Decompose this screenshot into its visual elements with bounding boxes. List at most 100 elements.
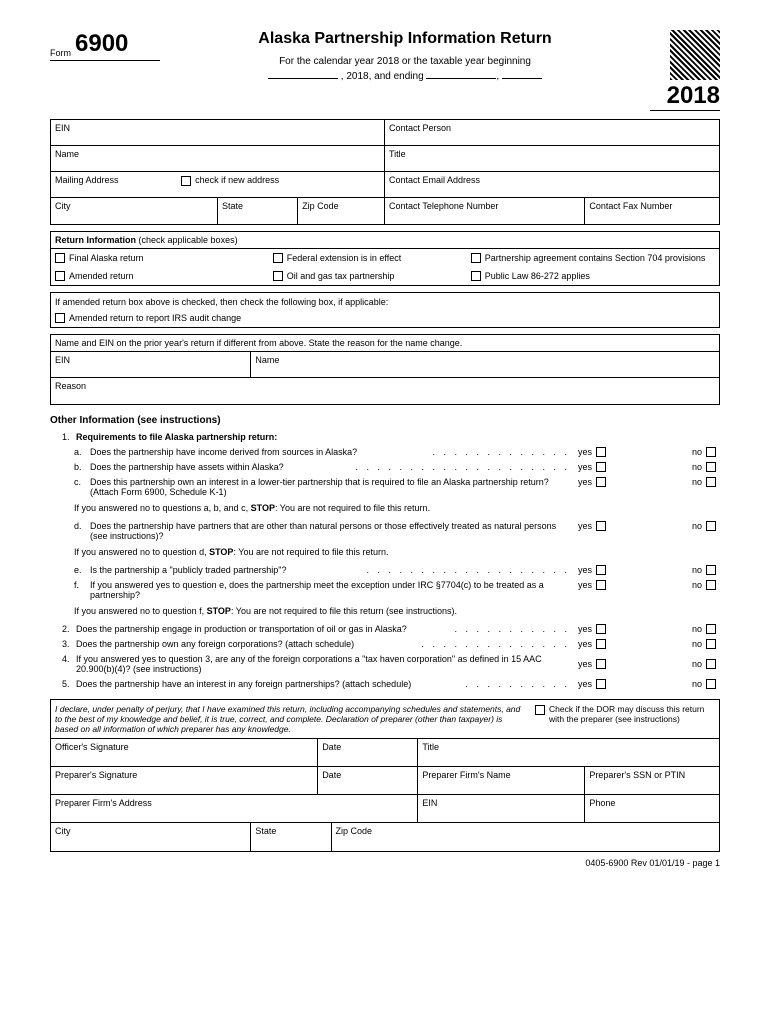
q1b-text: Does the partnership have assets within … — [90, 462, 355, 472]
preparer-city-field[interactable]: City — [51, 823, 251, 851]
officer-signature-field[interactable]: Officer's Signature — [51, 739, 318, 767]
contact-fax-field[interactable]: Contact Fax Number — [585, 198, 719, 224]
preparer-date-field[interactable]: Date — [318, 767, 418, 795]
blank-end[interactable] — [426, 69, 496, 79]
reason-field[interactable]: Reason — [51, 378, 719, 404]
new-address-checkbox[interactable] — [181, 176, 191, 186]
section-704-checkbox[interactable] — [471, 253, 481, 263]
preparer-address-field[interactable]: Preparer Firm's Address — [51, 795, 418, 823]
q5-text: Does the partnership have an interest in… — [76, 679, 465, 689]
q1e-yes-checkbox[interactable] — [596, 565, 606, 575]
no-label: no — [692, 462, 702, 472]
final-return-checkbox[interactable] — [55, 253, 65, 263]
dor-discuss-label: Check if the DOR may discuss this return… — [549, 704, 715, 724]
yes-label: yes — [578, 639, 592, 649]
contact-email-field[interactable]: Contact Email Address — [385, 172, 719, 198]
yes-label: yes — [578, 624, 592, 634]
q2-text: Does the partnership engage in productio… — [76, 624, 454, 634]
page-footer: 0405-6900 Rev 01/01/19 - page 1 — [50, 858, 720, 868]
ein-field[interactable]: EIN — [51, 120, 385, 146]
title-field[interactable]: Title — [385, 146, 719, 172]
city-field[interactable]: City — [51, 198, 218, 224]
q2-no-checkbox[interactable] — [706, 624, 716, 634]
q5-yes-checkbox[interactable] — [596, 679, 606, 689]
preparer-state-field[interactable]: State — [251, 823, 331, 851]
prior-name-field[interactable]: Name — [251, 352, 719, 378]
officer-title-field[interactable]: Title — [418, 739, 719, 767]
q1b-yes-checkbox[interactable] — [596, 462, 606, 472]
q1e-text: Is the partnership a "publicly traded pa… — [90, 565, 366, 575]
return-info-note: (check applicable boxes) — [139, 235, 238, 245]
federal-ext-checkbox[interactable] — [273, 253, 283, 263]
q3-yes-checkbox[interactable] — [596, 639, 606, 649]
q1f-letter: f. — [74, 580, 90, 590]
dor-discuss-checkbox[interactable] — [535, 705, 545, 715]
contact-person-field[interactable]: Contact Person — [385, 120, 719, 146]
q1a-yes-checkbox[interactable] — [596, 447, 606, 457]
q1a-letter: a. — [74, 447, 90, 457]
prior-year-header: Name and EIN on the prior year's return … — [51, 335, 719, 352]
q1f-yes-checkbox[interactable] — [596, 580, 606, 590]
amended-irs-checkbox[interactable] — [55, 313, 65, 323]
preparer-signature-field[interactable]: Preparer's Signature — [51, 767, 318, 795]
prior-ein-field[interactable]: EIN — [51, 352, 251, 378]
oil-gas-label: Oil and gas tax partnership — [287, 271, 395, 281]
q2-yes-checkbox[interactable] — [596, 624, 606, 634]
no-label: no — [692, 659, 702, 669]
q1-number: 1. — [62, 432, 76, 442]
oil-gas-checkbox[interactable] — [273, 271, 283, 281]
dots: . . . . . . . . . . . . . — [432, 447, 570, 457]
federal-ext-label: Federal extension is in effect — [287, 253, 401, 263]
new-address-label: check if new address — [195, 175, 279, 185]
q1f-text: If you answered yes to question e, does … — [90, 580, 570, 600]
preparer-ein-field[interactable]: EIN — [418, 795, 585, 823]
q3-no-checkbox[interactable] — [706, 639, 716, 649]
q1a-no-checkbox[interactable] — [706, 447, 716, 457]
q5-number: 5. — [62, 679, 76, 689]
preparer-phone-field[interactable]: Phone — [585, 795, 719, 823]
q1b-letter: b. — [74, 462, 90, 472]
q4-yes-checkbox[interactable] — [596, 659, 606, 669]
mailing-address-field[interactable]: Mailing Address check if new address — [51, 172, 385, 198]
q1c-no-checkbox[interactable] — [706, 477, 716, 487]
contact-tel-field[interactable]: Contact Telephone Number — [385, 198, 585, 224]
tax-year: 2018 — [650, 82, 720, 111]
stop-note-3: If you answered no to question f, STOP: … — [74, 606, 720, 616]
q1a-text: Does the partnership have income derived… — [90, 447, 432, 457]
officer-date-field[interactable]: Date — [318, 739, 418, 767]
q1e-no-checkbox[interactable] — [706, 565, 716, 575]
state-field[interactable]: State — [218, 198, 298, 224]
no-label: no — [692, 679, 702, 689]
yes-label: yes — [578, 521, 592, 531]
subtitle-text-1: For the calendar year 2018 or the taxabl… — [279, 56, 531, 67]
yes-label: yes — [578, 565, 592, 575]
q2-number: 2. — [62, 624, 76, 634]
q4-no-checkbox[interactable] — [706, 659, 716, 669]
preparer-zip-field[interactable]: Zip Code — [332, 823, 719, 851]
public-law-checkbox[interactable] — [471, 271, 481, 281]
q1-text: Requirements to file Alaska partnership … — [76, 432, 277, 442]
name-field[interactable]: Name — [51, 146, 385, 172]
preparer-ssn-field[interactable]: Preparer's SSN or PTIN — [585, 767, 719, 795]
q1d-no-checkbox[interactable] — [706, 521, 716, 531]
q1c-yes-checkbox[interactable] — [596, 477, 606, 487]
form-identifier: Form 6900 — [50, 30, 160, 61]
stop-note-1: If you answered no to questions a, b, an… — [74, 503, 720, 513]
stop-note-2: If you answered no to question d, STOP: … — [74, 547, 720, 557]
qr-code — [670, 30, 720, 80]
q5-no-checkbox[interactable] — [706, 679, 716, 689]
amended-checkbox[interactable] — [55, 271, 65, 281]
q1c-letter: c. — [74, 477, 90, 487]
dots: . . . . . . . . . . . . . . — [421, 639, 570, 649]
yes-label: yes — [578, 580, 592, 590]
q1b-no-checkbox[interactable] — [706, 462, 716, 472]
q4-number: 4. — [62, 654, 76, 674]
preparer-firm-field[interactable]: Preparer Firm's Name — [418, 767, 585, 795]
blank-year[interactable] — [502, 69, 542, 79]
q3-number: 3. — [62, 639, 76, 649]
q1f-no-checkbox[interactable] — [706, 580, 716, 590]
public-law-label: Public Law 86-272 applies — [485, 271, 590, 281]
blank-begin[interactable] — [268, 69, 338, 79]
q1d-yes-checkbox[interactable] — [596, 521, 606, 531]
zip-field[interactable]: Zip Code — [298, 198, 385, 224]
